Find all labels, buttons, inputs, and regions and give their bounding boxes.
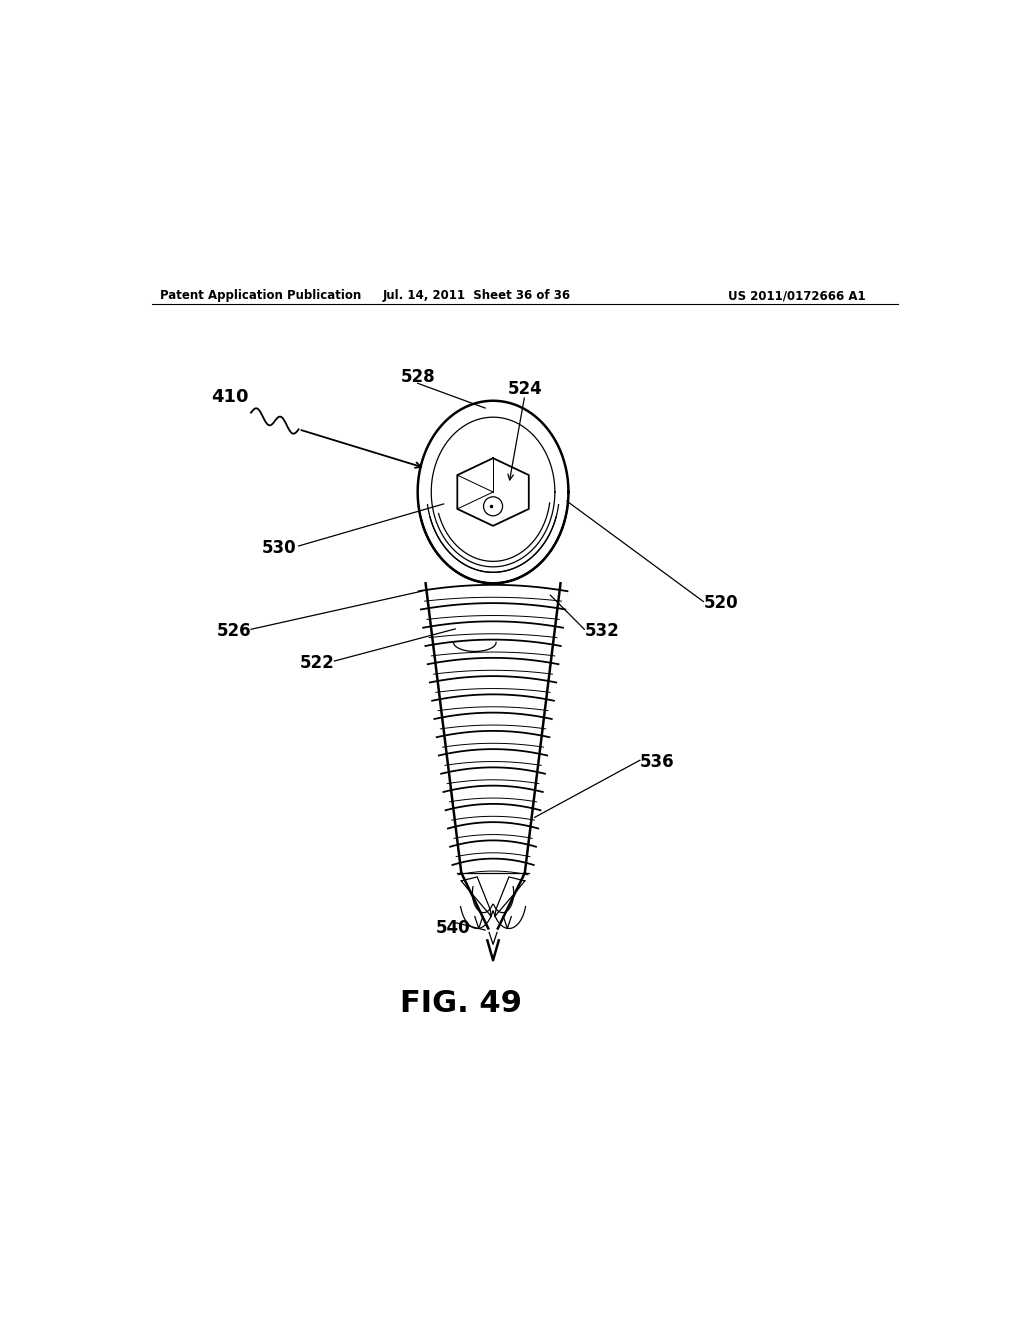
Text: 524: 524 <box>508 380 542 397</box>
Text: 410: 410 <box>211 388 249 405</box>
Text: 540: 540 <box>436 920 471 937</box>
Text: 522: 522 <box>300 653 334 672</box>
Text: FIG. 49: FIG. 49 <box>400 990 522 1019</box>
Text: 526: 526 <box>216 622 251 640</box>
Text: 530: 530 <box>261 539 296 557</box>
Text: Patent Application Publication: Patent Application Publication <box>160 289 361 302</box>
Text: 536: 536 <box>640 752 675 771</box>
Text: 532: 532 <box>585 622 620 640</box>
Text: US 2011/0172666 A1: US 2011/0172666 A1 <box>728 289 866 302</box>
Text: Jul. 14, 2011  Sheet 36 of 36: Jul. 14, 2011 Sheet 36 of 36 <box>383 289 571 302</box>
Text: 520: 520 <box>703 594 738 612</box>
Text: 528: 528 <box>400 368 435 385</box>
